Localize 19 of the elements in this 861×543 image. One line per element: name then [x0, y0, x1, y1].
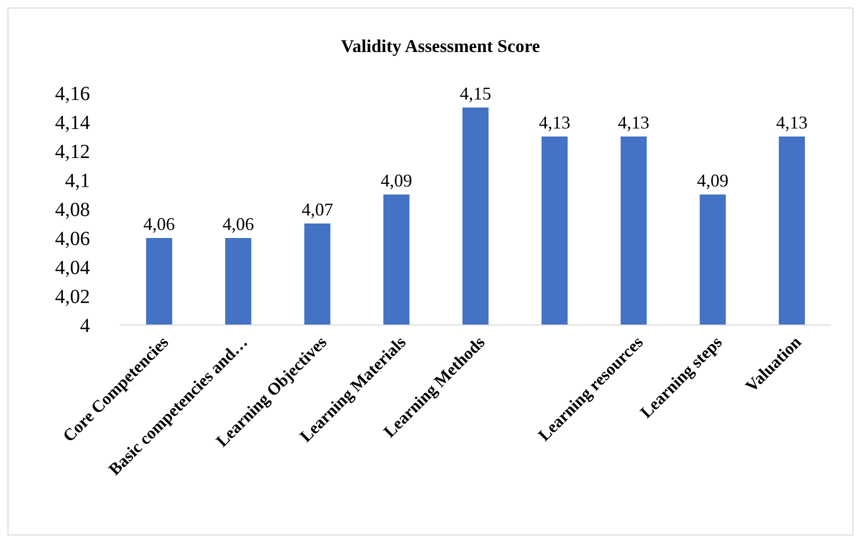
y-tick-label: 4,12 [55, 141, 90, 163]
data-label: 4,09 [697, 170, 729, 190]
y-tick-label: 4 [80, 315, 90, 337]
y-tick-label: 4,02 [55, 286, 90, 308]
y-tick-label: 4,1 [65, 170, 90, 192]
y-tick-label: 4,08 [55, 199, 90, 221]
data-label: 4,13 [538, 112, 570, 132]
y-tick-label: 4,04 [55, 257, 90, 279]
y-tick-label: 4,06 [55, 228, 90, 250]
data-label: 4,09 [380, 170, 412, 190]
y-tick-label: 4,16 [55, 83, 90, 105]
data-label: 4,13 [618, 112, 650, 132]
data-label: 4,07 [302, 200, 334, 220]
data-label: 4,06 [222, 214, 254, 234]
data-label: 4,06 [143, 214, 175, 234]
data-label: 4,15 [460, 84, 492, 104]
chart-title: Validity Assessment Score [340, 36, 540, 56]
y-tick-label: 4,14 [55, 112, 90, 134]
data-label: 4,13 [776, 112, 808, 132]
